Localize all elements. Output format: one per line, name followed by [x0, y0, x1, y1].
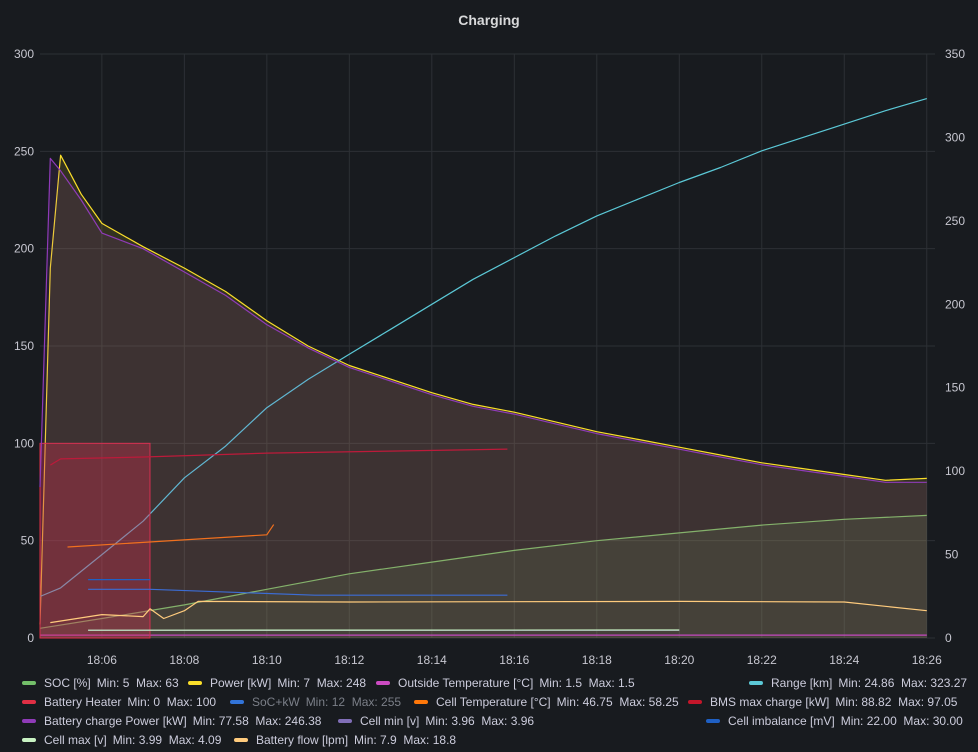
legend-swatch	[22, 681, 36, 685]
legend-series-name: Cell imbalance [mV]	[728, 714, 835, 728]
legend-series-name: BMS max charge [kW]	[710, 695, 829, 709]
x-tick-label: 18:12	[334, 653, 364, 667]
y-right-tick-label: 50	[945, 548, 959, 562]
legend-swatch	[22, 719, 36, 723]
legend-stats: Min: 88.82 Max: 97.05	[835, 695, 957, 709]
y-right-tick-label: 100	[945, 464, 965, 478]
legend-swatch	[22, 700, 36, 704]
x-tick-label: 18:06	[87, 653, 117, 667]
y-left-tick-label: 250	[14, 144, 34, 158]
legend-series-name: Range [km]	[771, 676, 832, 690]
legend-stats: Min: 12 Max: 255	[306, 695, 401, 709]
legend-row-1: SOC [%] Min: 5 Max: 63 Power [kW] Min: 7 Ma…	[22, 676, 972, 695]
x-tick-label: 18:08	[169, 653, 199, 667]
legend-series-name: Cell min [v]	[360, 714, 419, 728]
y-left-tick-label: 300	[14, 47, 34, 61]
y-right-tick-label: 150	[945, 381, 965, 395]
legend-swatch	[234, 738, 248, 742]
legend-stats: Min: 1.5 Max: 1.5	[539, 676, 634, 690]
legend-swatch	[706, 719, 720, 723]
legend-stats: Min: 77.58 Max: 246.38	[193, 714, 322, 728]
legend-item[interactable]: Cell Temperature [°C] Min: 46.75 Max: 58.…	[414, 695, 679, 709]
legend-row-3: Battery charge Power [kW] Min: 77.58 Max:…	[22, 714, 972, 733]
legend-stats: Min: 22.00 Max: 30.00	[841, 714, 963, 728]
legend-item[interactable]: SOC [%] Min: 5 Max: 63	[22, 676, 179, 690]
x-tick-label: 18:24	[829, 653, 859, 667]
legend-stats: Min: 3.96 Max: 3.96	[425, 714, 534, 728]
legend-series-name: Power [kW]	[210, 676, 271, 690]
legend-swatch	[338, 719, 352, 723]
y-right-tick-label: 250	[945, 214, 965, 228]
legend-swatch	[376, 681, 390, 685]
legend-item[interactable]: Cell min [v] Min: 3.96 Max: 3.96	[338, 714, 534, 728]
legend-series-name: SOC [%]	[44, 676, 91, 690]
legend-series-name: Battery charge Power [kW]	[44, 714, 187, 728]
legend-row-4: Cell max [v] Min: 3.99 Max: 4.09 Battery f…	[22, 733, 972, 752]
x-tick-label: 18:26	[912, 653, 942, 667]
legend-item[interactable]: Cell max [v] Min: 3.99 Max: 4.09	[22, 733, 221, 747]
legend-item[interactable]: Outside Temperature [°C] Min: 1.5 Max: 1.…	[376, 676, 635, 690]
legend-row-2: Battery Heater Min: 0 Max: 100 SoC+kW Min: …	[22, 695, 972, 714]
legend: SOC [%] Min: 5 Max: 63 Power [kW] Min: 7 Ma…	[22, 676, 972, 752]
chart-svg: 0 50 100 150 200 250 300 0 50 100 150 200 250 300 350 1…	[0, 0, 978, 670]
y-left-tick-label: 200	[14, 242, 34, 256]
x-tick-label: 18:14	[417, 653, 447, 667]
legend-series-name: Battery Heater	[44, 695, 121, 709]
legend-item[interactable]: Power [kW] Min: 7 Max: 248	[188, 676, 366, 690]
y-left-tick-label: 0	[27, 631, 34, 645]
legend-item[interactable]: BMS max charge [kW] Min: 88.82 Max: 97.05	[688, 695, 957, 709]
legend-swatch	[688, 700, 702, 704]
legend-item[interactable]: Battery Heater Min: 0 Max: 100	[22, 695, 216, 709]
legend-swatch	[749, 681, 763, 685]
legend-item[interactable]: Range [km] Min: 24.86 Max: 323.27	[749, 676, 967, 690]
legend-swatch	[188, 681, 202, 685]
legend-item[interactable]: Battery charge Power [kW] Min: 77.58 Max:…	[22, 714, 321, 728]
x-tick-label: 18:22	[747, 653, 777, 667]
y-left-tick-label: 50	[21, 534, 35, 548]
legend-series-name: SoC+kW	[252, 695, 300, 709]
y-left-tick-label: 100	[14, 436, 34, 450]
legend-series-name: Cell max [v]	[44, 733, 107, 747]
legend-series-name: Outside Temperature [°C]	[398, 676, 533, 690]
legend-swatch	[414, 700, 428, 704]
legend-stats: Min: 0 Max: 100	[127, 695, 216, 709]
legend-series-name: Battery flow [lpm]	[256, 733, 348, 747]
x-tick-label: 18:16	[499, 653, 529, 667]
legend-item[interactable]: SoC+kW Min: 12 Max: 255	[230, 695, 401, 709]
x-tick-label: 18:18	[582, 653, 612, 667]
y-right-tick-label: 350	[945, 47, 965, 61]
y-left-tick-label: 150	[14, 339, 34, 353]
legend-item[interactable]: Battery flow [lpm] Min: 7.9 Max: 18.8	[234, 733, 456, 747]
series-fill-8	[40, 158, 927, 638]
legend-series-name: Cell Temperature [°C]	[436, 695, 551, 709]
x-tick-label: 18:10	[252, 653, 282, 667]
legend-stats: Min: 24.86 Max: 323.27	[838, 676, 967, 690]
y-right-tick-label: 200	[945, 297, 965, 311]
legend-swatch	[230, 700, 244, 704]
legend-stats: Min: 46.75 Max: 58.25	[557, 695, 679, 709]
legend-swatch	[22, 738, 36, 742]
legend-stats: Min: 5 Max: 63	[97, 676, 179, 690]
legend-item[interactable]: Cell imbalance [mV] Min: 22.00 Max: 30.00	[706, 714, 963, 728]
y-right-tick-label: 0	[945, 631, 952, 645]
x-tick-label: 18:20	[664, 653, 694, 667]
legend-stats: Min: 3.99 Max: 4.09	[113, 733, 222, 747]
legend-stats: Min: 7.9 Max: 18.8	[354, 733, 456, 747]
y-right-tick-label: 300	[945, 130, 965, 144]
legend-stats: Min: 7 Max: 248	[277, 676, 366, 690]
